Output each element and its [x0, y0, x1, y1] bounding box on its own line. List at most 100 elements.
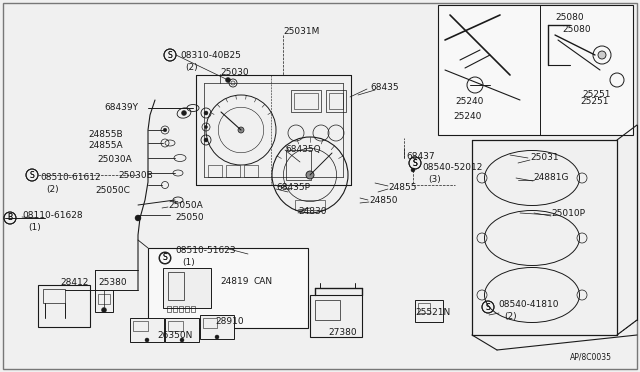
Circle shape	[182, 110, 186, 115]
Text: B: B	[8, 214, 13, 222]
Text: 25521N: 25521N	[415, 308, 451, 317]
Bar	[168, 272, 184, 300]
Text: AP/8C0035: AP/8C0035	[570, 353, 612, 362]
Text: 24855B: 24855B	[88, 130, 123, 139]
Bar	[185, 306, 189, 312]
Bar	[191, 306, 195, 312]
Bar	[163, 268, 211, 308]
Text: 25030A: 25030A	[97, 155, 132, 164]
Text: 08110-61628: 08110-61628	[22, 211, 83, 220]
Bar	[286, 150, 311, 180]
Text: S: S	[163, 253, 168, 263]
Text: 24855A: 24855A	[88, 141, 123, 150]
Bar	[38, 285, 90, 327]
Bar	[167, 306, 171, 312]
Text: 25031M: 25031M	[283, 27, 319, 36]
Bar	[418, 303, 430, 313]
Text: S: S	[413, 158, 417, 167]
Text: (2): (2)	[46, 185, 59, 194]
Bar	[295, 200, 325, 210]
Text: S: S	[168, 51, 172, 60]
Text: 24855: 24855	[388, 183, 417, 192]
Text: 08540-52012: 08540-52012	[422, 163, 483, 172]
Text: 25251: 25251	[580, 97, 609, 106]
Text: 08510-51623: 08510-51623	[175, 246, 236, 255]
Text: 24819: 24819	[220, 277, 248, 286]
Text: 28412: 28412	[60, 278, 88, 287]
Text: 68435: 68435	[370, 83, 399, 92]
Bar	[291, 90, 321, 112]
Circle shape	[205, 125, 207, 128]
Bar	[226, 165, 240, 177]
Text: 25080: 25080	[562, 25, 591, 34]
Text: 25080: 25080	[555, 13, 584, 22]
Bar	[168, 321, 183, 331]
Text: 27380: 27380	[328, 328, 356, 337]
Bar	[95, 290, 113, 312]
Circle shape	[135, 215, 141, 221]
Text: 24850: 24850	[369, 196, 397, 205]
Circle shape	[180, 338, 184, 342]
Text: CAN: CAN	[253, 277, 272, 286]
Text: (1): (1)	[28, 223, 41, 232]
Bar	[130, 318, 164, 342]
Text: 24881G: 24881G	[533, 173, 568, 182]
Text: S: S	[29, 170, 35, 180]
Text: (3): (3)	[428, 175, 441, 184]
Bar	[43, 289, 65, 303]
Text: 25050: 25050	[175, 213, 204, 222]
Text: B: B	[8, 214, 13, 222]
Circle shape	[225, 77, 230, 83]
Text: 25030B: 25030B	[118, 171, 153, 180]
Circle shape	[411, 168, 415, 172]
Circle shape	[598, 51, 606, 59]
Text: S: S	[413, 158, 417, 167]
Bar	[203, 318, 217, 328]
Text: 08310-40B25: 08310-40B25	[180, 51, 241, 60]
Bar	[208, 165, 222, 177]
Text: 25240: 25240	[453, 112, 481, 121]
Bar	[294, 93, 318, 109]
Bar	[133, 321, 148, 331]
Text: S: S	[163, 253, 168, 263]
Circle shape	[238, 127, 244, 133]
Text: 25010P: 25010P	[551, 209, 585, 218]
Text: 68435Q: 68435Q	[285, 145, 321, 154]
Text: 68439Y: 68439Y	[104, 103, 138, 112]
Text: 28910: 28910	[215, 317, 244, 326]
Text: (2): (2)	[185, 63, 198, 72]
Text: 25251: 25251	[582, 90, 611, 99]
Text: 08540-41810: 08540-41810	[498, 300, 559, 309]
Circle shape	[145, 338, 149, 342]
Circle shape	[102, 308, 106, 312]
Text: 24830: 24830	[298, 207, 326, 216]
Circle shape	[163, 128, 167, 132]
Text: S: S	[486, 302, 490, 311]
Bar	[329, 93, 343, 109]
Text: 25031: 25031	[530, 153, 559, 162]
Bar	[415, 300, 443, 322]
Bar	[326, 90, 346, 112]
Text: 25030: 25030	[220, 68, 248, 77]
Bar	[315, 300, 340, 320]
Circle shape	[215, 335, 219, 339]
Bar	[310, 295, 362, 337]
Text: 68437: 68437	[406, 152, 435, 161]
Bar	[179, 306, 183, 312]
Text: 26350N: 26350N	[157, 331, 193, 340]
Circle shape	[204, 138, 208, 142]
Bar	[98, 294, 110, 304]
Text: S: S	[413, 158, 417, 167]
Text: (2): (2)	[504, 312, 516, 321]
Circle shape	[306, 171, 314, 179]
Circle shape	[204, 111, 208, 115]
Text: S: S	[168, 51, 172, 60]
Text: 25380: 25380	[98, 278, 127, 287]
Text: 25240: 25240	[455, 97, 483, 106]
Text: S: S	[486, 302, 490, 311]
Text: 08510-61612: 08510-61612	[40, 173, 100, 182]
Bar	[200, 315, 234, 339]
Text: S: S	[29, 170, 35, 180]
Bar	[173, 306, 177, 312]
Text: 25050A: 25050A	[168, 201, 203, 210]
